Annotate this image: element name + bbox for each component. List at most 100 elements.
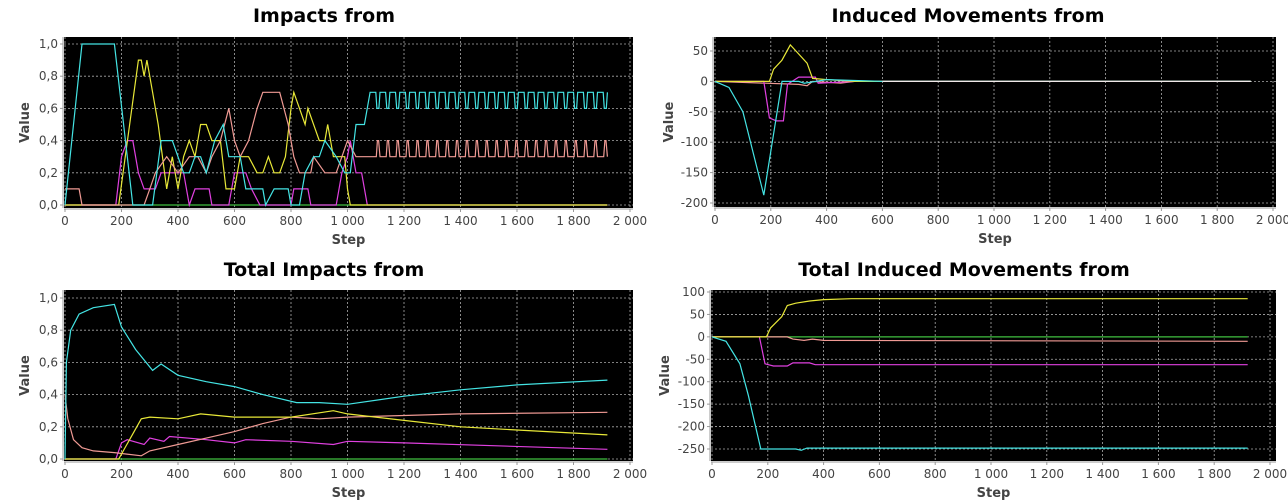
y-tick-label: 0,2	[39, 420, 58, 434]
chart-4: Total Induced Movements from 0 200 400 600 80…	[658, 259, 1287, 501]
x-tick-label: 0	[711, 213, 719, 227]
series-line-cyan	[711, 336, 1248, 451]
series-line-cyan	[64, 303, 608, 460]
y-tick-label: -200	[681, 196, 708, 210]
x-tick-label: 400	[167, 467, 190, 481]
x-tick-label: 0	[61, 214, 69, 228]
x-tick-label: 600	[223, 214, 246, 228]
y-tick-label: 50	[693, 44, 708, 58]
y-tick-label: -50	[688, 105, 708, 119]
x-tick-label: 400	[815, 213, 838, 227]
y-tick-label: 0,4	[39, 134, 58, 148]
x-tick-label: 1 600	[1144, 213, 1178, 227]
x-tick-label: 1 000	[977, 213, 1011, 227]
x-tick-label: 1 800	[1200, 213, 1234, 227]
x-tick-label: 1 000	[330, 467, 364, 481]
y-tick-label: 0,8	[39, 69, 58, 83]
y-tick-label: 0,2	[39, 166, 58, 180]
chart-1: Impacts from 0 200 400 600 800 1 000 1 200 1 400…	[18, 5, 647, 248]
series-line-cyan	[64, 43, 608, 207]
x-tick-label: 1 400	[1085, 467, 1119, 481]
x-tick-label: 1 600	[500, 467, 534, 481]
y-tick-label: 1,0	[39, 37, 58, 51]
x-tick-label: 1 000	[974, 467, 1008, 481]
x-axis-label: Step	[977, 486, 1011, 501]
x-tick-label: 2 000	[613, 214, 647, 228]
x-tick-label: 200	[759, 213, 782, 227]
x-tick-label: 1 600	[500, 214, 534, 228]
series-line-yellow	[712, 298, 1248, 338]
x-tick-label: 1 600	[1141, 467, 1175, 481]
chart-2: Induced Movements from 0 200 400 600 800 1 000…	[662, 5, 1288, 247]
y-tick-label: -100	[681, 135, 708, 149]
series-line-salmon	[65, 91, 608, 206]
x-tick-label: 600	[871, 213, 894, 227]
x-tick-label: 200	[110, 467, 133, 481]
chart-title: Total Induced Movements from	[798, 259, 1130, 281]
y-tick-label: 0	[697, 330, 705, 344]
x-axis-label: Step	[332, 486, 366, 501]
plot-area	[714, 37, 1276, 207]
plot-area	[711, 290, 1276, 461]
y-tick-label: 0,0	[39, 452, 58, 466]
x-tick-label: 200	[110, 214, 133, 228]
x-tick-label: 1 400	[443, 467, 477, 481]
x-axis-label: Step	[978, 232, 1012, 247]
series-line-magenta	[65, 435, 608, 460]
y-tick-label: 0	[700, 74, 708, 88]
x-tick-label: 1 000	[330, 214, 364, 228]
series-line-magenta	[65, 140, 608, 208]
x-tick-label: 800	[280, 214, 303, 228]
x-tick-label: 800	[280, 467, 303, 481]
x-tick-label: 1 800	[1197, 467, 1231, 481]
series-line-cyan	[714, 78, 1251, 196]
x-tick-label: 1 200	[1030, 467, 1064, 481]
y-tick-label: 0,0	[39, 198, 58, 212]
x-tick-label: 1 800	[556, 214, 590, 228]
y-tick-label: -250	[678, 442, 705, 456]
x-tick-label: 1 200	[1033, 213, 1067, 227]
x-tick-label: 400	[812, 467, 835, 481]
chart-title: Total Impacts from	[224, 259, 425, 281]
y-tick-label: 1,0	[39, 291, 58, 305]
x-tick-label: 800	[924, 467, 947, 481]
x-tick-label: 1 200	[387, 467, 421, 481]
y-tick-label: 50	[690, 307, 705, 321]
chart-title: Induced Movements from	[831, 5, 1104, 27]
x-tick-label: 200	[756, 467, 779, 481]
x-tick-label: 2 000	[613, 467, 647, 481]
x-tick-label: 1 400	[1088, 213, 1122, 227]
x-tick-label: 0	[708, 467, 716, 481]
series-line-yellow	[65, 410, 608, 460]
y-tick-label: 0,8	[39, 323, 58, 337]
x-tick-label: 0	[61, 467, 69, 481]
y-tick-label: -200	[678, 420, 705, 434]
series-line-salmon	[64, 394, 608, 457]
plot-area	[64, 290, 633, 461]
y-axis-label: Value	[18, 355, 33, 396]
series-line-magenta	[715, 76, 1251, 122]
y-tick-label: -150	[678, 397, 705, 411]
x-tick-label: 1 400	[443, 214, 477, 228]
x-tick-label: 600	[868, 467, 891, 481]
y-tick-label: -100	[678, 375, 705, 389]
x-axis-label: Step	[332, 233, 366, 248]
x-tick-label: 2 000	[1256, 213, 1288, 227]
y-axis-label: Value	[658, 355, 673, 396]
series-line-magenta	[712, 336, 1248, 367]
plot-area	[64, 37, 633, 208]
y-axis-label: Value	[662, 101, 677, 142]
y-axis-label: Value	[18, 102, 33, 143]
x-tick-label: 400	[167, 214, 190, 228]
x-tick-label: 2 000	[1253, 467, 1287, 481]
y-tick-label: 0,6	[39, 355, 58, 369]
y-tick-label: 0,4	[39, 388, 58, 402]
y-tick-label: 100	[682, 285, 705, 299]
x-tick-label: 1 800	[556, 467, 590, 481]
series-line-salmon	[712, 336, 1248, 342]
chart-3: Total Impacts from 0 200 400 600 800 1 000 1 20…	[18, 259, 647, 501]
y-tick-label: -150	[681, 166, 708, 180]
y-tick-label: -50	[685, 352, 705, 366]
chart-title: Impacts from	[253, 5, 395, 27]
